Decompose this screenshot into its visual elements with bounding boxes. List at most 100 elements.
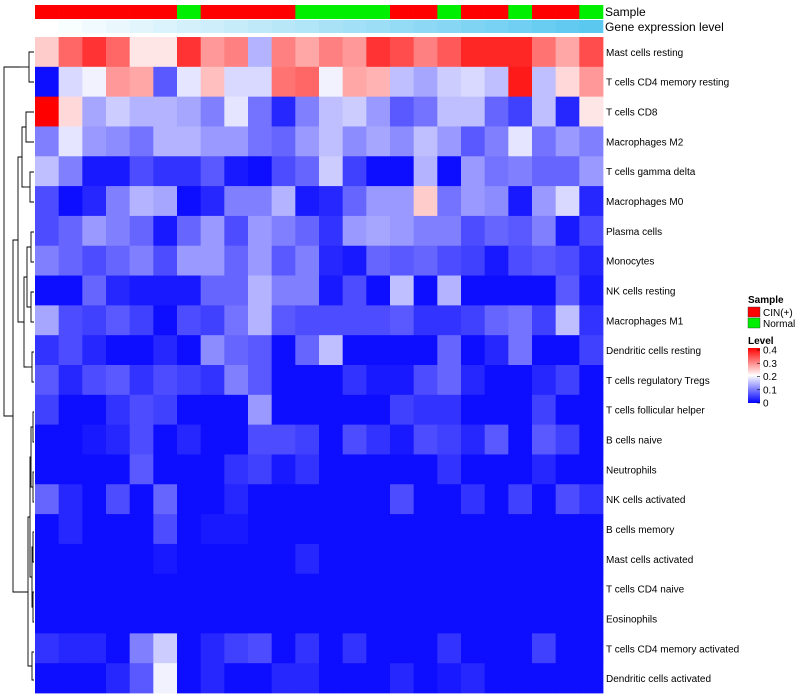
heatmap-cell	[35, 335, 60, 366]
heatmap-cell	[366, 543, 391, 575]
legend-level-tick-label: 0	[763, 399, 769, 410]
heatmap-cell	[106, 96, 131, 127]
heatmap-cells	[35, 37, 604, 694]
heatmap-cell	[484, 186, 509, 217]
heatmap-cell	[129, 275, 154, 306]
heatmap-cell	[200, 543, 225, 575]
heatmap-cell	[342, 394, 367, 426]
heatmap-cell	[555, 66, 580, 98]
heatmap-cell	[153, 543, 178, 575]
heatmap-cell	[200, 633, 225, 664]
heatmap-cell	[366, 96, 391, 127]
row-label: T cells CD8	[606, 108, 658, 119]
heatmap-cell	[295, 215, 320, 247]
heatmap-cell	[366, 573, 391, 604]
expression-annotation-cell	[461, 20, 485, 33]
heatmap-cell	[35, 275, 60, 306]
heatmap-cell	[177, 126, 202, 157]
heatmap-cell	[508, 215, 533, 247]
heatmap-cell	[532, 633, 557, 664]
heatmap-cell	[579, 335, 604, 366]
heatmap-cell	[555, 663, 580, 694]
heatmap-cell	[153, 663, 178, 694]
heatmap-cell	[532, 37, 557, 68]
heatmap-cell	[555, 603, 580, 634]
legend-level-ticks: 0.4 0.3 0.2 0.1 0	[757, 346, 777, 410]
heatmap-cell	[390, 424, 415, 455]
sample-annotation-cell	[461, 5, 485, 19]
heatmap-cell	[35, 484, 60, 515]
heatmap-cell	[413, 394, 438, 426]
heatmap-cell	[271, 156, 296, 187]
heatmap-cell	[555, 424, 580, 455]
heatmap-cell	[532, 215, 557, 247]
heatmap-cell	[579, 305, 604, 336]
heatmap-cell	[555, 275, 580, 306]
row-label: B cells naive	[606, 436, 663, 447]
sample-annotation-cell	[248, 5, 272, 19]
heatmap-cell	[508, 603, 533, 634]
row-label: NK cells activated	[606, 495, 685, 506]
heatmap-cell	[484, 335, 509, 366]
heatmap-cell	[224, 126, 249, 157]
heatmap-cell	[555, 126, 580, 157]
sample-annotation-cell	[153, 5, 178, 19]
heatmap-cell	[177, 394, 202, 426]
heatmap-cell	[390, 305, 415, 336]
heatmap-cell	[82, 543, 107, 575]
heatmap-cell	[58, 573, 83, 604]
sample-annotation-cell	[366, 5, 391, 19]
heatmap-cell	[366, 514, 391, 545]
heatmap-cell	[532, 275, 557, 306]
expression-annotation-cell	[58, 20, 83, 33]
heatmap-cell	[200, 156, 225, 187]
heatmap-cell	[248, 96, 273, 127]
heatmap-cell	[153, 96, 178, 127]
heatmap-cell	[532, 186, 557, 217]
expression-annotation-cell	[319, 20, 343, 33]
heatmap-cell	[224, 424, 249, 455]
heatmap-cell	[271, 365, 296, 396]
heatmap-cell	[508, 573, 533, 604]
expression-annotation-cell	[390, 20, 414, 33]
heatmap-cell	[295, 335, 320, 366]
heatmap-cell	[366, 633, 391, 664]
legend-level-tick-label: 0.1	[763, 385, 777, 396]
heatmap-cell	[461, 245, 486, 276]
heatmap-cell	[129, 245, 154, 276]
heatmap-cell	[484, 305, 509, 336]
heatmap-cell	[35, 454, 60, 485]
heatmap-cell	[35, 573, 60, 604]
heatmap-cell	[177, 424, 202, 455]
heatmap-cell	[177, 454, 202, 485]
heatmap-cell	[413, 37, 438, 68]
heatmap-cell	[82, 126, 107, 157]
heatmap-cell	[177, 543, 202, 575]
sample-annotation-cell	[390, 5, 414, 19]
sample-annotation-cell	[106, 5, 130, 19]
legend-label-normal: Normal	[763, 319, 795, 330]
heatmap-cell	[366, 484, 391, 515]
heatmap-cell	[248, 245, 273, 276]
heatmap-cell	[319, 126, 344, 157]
heatmap-cell	[366, 245, 391, 276]
heatmap-cell	[532, 335, 557, 366]
heatmap-cell	[390, 543, 415, 575]
heatmap-cell	[319, 633, 344, 664]
heatmap-cell	[461, 543, 486, 575]
heatmap-cell	[366, 394, 391, 426]
heatmap-cell	[177, 663, 202, 694]
heatmap-cell	[484, 484, 509, 515]
heatmap-cell	[58, 37, 83, 68]
heatmap-cell	[106, 365, 131, 396]
heatmap-cell	[579, 454, 604, 485]
heatmap-cell	[58, 543, 83, 575]
heatmap-cell	[579, 514, 604, 545]
heatmap-cell	[508, 633, 533, 664]
heatmap-cell	[390, 186, 415, 217]
heatmap-cell	[532, 514, 557, 545]
heatmap-cell	[271, 543, 296, 575]
heatmap-cell	[342, 424, 367, 455]
heatmap-cell	[177, 365, 202, 396]
heatmap-cell	[461, 633, 486, 664]
